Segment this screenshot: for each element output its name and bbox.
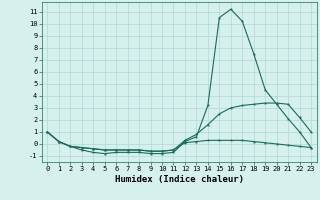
X-axis label: Humidex (Indice chaleur): Humidex (Indice chaleur) xyxy=(115,175,244,184)
